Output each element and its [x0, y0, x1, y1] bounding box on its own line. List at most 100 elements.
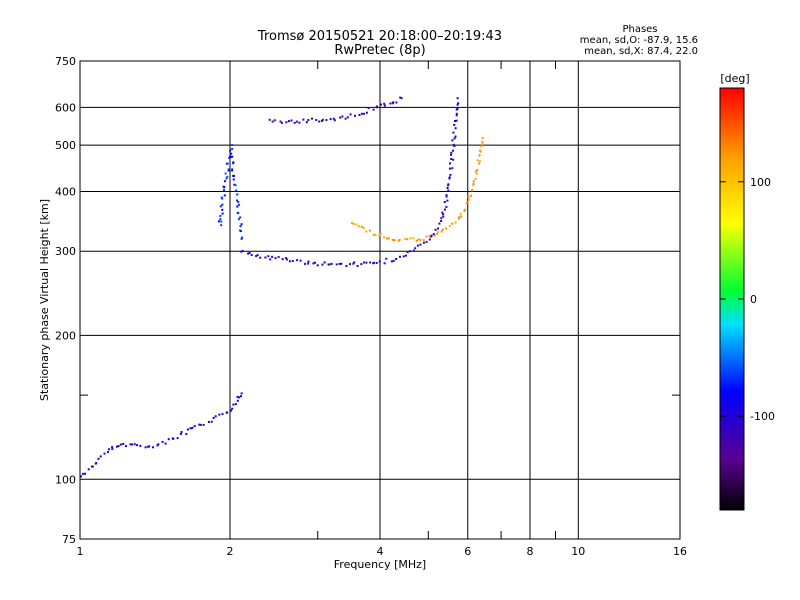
- data-point: [226, 411, 229, 414]
- data-point: [99, 455, 102, 458]
- data-point: [335, 263, 338, 266]
- data-point: [307, 262, 310, 265]
- data-point: [290, 119, 293, 122]
- data-point: [375, 262, 378, 264]
- data-point: [450, 222, 453, 225]
- data-point: [349, 263, 351, 266]
- data-point: [231, 169, 234, 172]
- data-point: [281, 258, 284, 261]
- data-point: [280, 121, 283, 124]
- data-point: [220, 220, 223, 223]
- data-point: [345, 265, 348, 267]
- chart-subtitle: RwPretec (8p): [334, 43, 425, 58]
- data-point: [230, 152, 233, 155]
- data-point: [400, 97, 403, 100]
- data-point: [147, 445, 150, 448]
- data-point: [432, 233, 435, 236]
- data-point: [459, 212, 462, 215]
- data-point: [240, 237, 243, 240]
- data-point: [451, 139, 454, 142]
- data-point: [333, 119, 336, 122]
- data-point: [372, 108, 375, 111]
- data-point: [87, 468, 90, 471]
- data-point: [452, 149, 454, 152]
- data-point: [447, 183, 450, 186]
- chart-title: Tromsø 20150521 20:18:00–20:19:43: [257, 29, 502, 44]
- data-point: [452, 158, 455, 161]
- data-point: [452, 131, 455, 134]
- data-point: [372, 234, 375, 237]
- stats-line-x: mean, sd,X: 87.4, 22.0: [584, 46, 698, 57]
- data-point: [392, 101, 395, 104]
- data-point: [360, 225, 363, 228]
- data-point: [224, 172, 227, 175]
- data-point: [229, 156, 232, 159]
- data-point: [440, 220, 443, 222]
- data-point: [374, 233, 377, 236]
- data-point: [232, 174, 235, 177]
- data-point: [479, 149, 481, 152]
- data-point: [299, 259, 302, 262]
- data-point: [144, 446, 147, 449]
- data-point: [481, 140, 484, 143]
- data-point: [231, 407, 234, 410]
- data-point: [220, 224, 223, 227]
- data-point: [416, 244, 419, 247]
- data-point: [91, 465, 94, 468]
- data-point: [316, 264, 319, 267]
- data-point: [172, 437, 175, 440]
- data-point: [295, 120, 298, 123]
- data-point: [234, 403, 237, 406]
- data-point: [362, 227, 365, 230]
- data-point: [285, 258, 288, 261]
- data-point: [271, 255, 274, 258]
- data-point: [227, 168, 230, 171]
- data-point: [460, 215, 463, 218]
- data-point: [259, 256, 262, 259]
- data-point: [445, 194, 448, 197]
- data-point: [434, 228, 437, 231]
- data-point: [354, 114, 356, 117]
- data-point: [378, 260, 381, 263]
- data-point: [237, 201, 240, 204]
- data-point: [392, 259, 395, 262]
- data-point: [103, 452, 106, 455]
- data-point: [80, 475, 82, 478]
- data-point: [231, 147, 234, 150]
- data-point: [419, 239, 422, 241]
- data-point: [344, 117, 347, 120]
- data-point: [415, 239, 418, 242]
- data-point: [219, 218, 222, 221]
- data-point: [470, 194, 473, 197]
- data-point: [307, 119, 310, 121]
- data-point: [414, 247, 417, 250]
- data-point: [339, 116, 342, 119]
- data-point: [221, 212, 224, 215]
- data-point: [351, 222, 353, 224]
- data-point: [180, 431, 183, 433]
- data-point: [236, 199, 239, 202]
- data-point: [241, 250, 244, 252]
- data-point: [387, 237, 390, 240]
- data-point: [238, 396, 241, 399]
- data-point: [369, 261, 372, 264]
- data-point: [442, 215, 445, 218]
- stats-header: Phases: [622, 24, 657, 35]
- y-tick-label: 100: [55, 473, 76, 486]
- data-point: [472, 183, 475, 185]
- data-point: [241, 236, 244, 239]
- data-point: [476, 159, 479, 162]
- data-point: [288, 260, 291, 263]
- data-point: [445, 195, 448, 198]
- data-point: [223, 186, 226, 189]
- data-point: [218, 413, 221, 416]
- data-point: [408, 250, 411, 253]
- data-point: [232, 178, 235, 181]
- data-point: [390, 260, 393, 263]
- data-point: [84, 472, 86, 475]
- data-point: [167, 438, 170, 441]
- data-point: [465, 202, 468, 205]
- data-point: [117, 445, 120, 447]
- data-point: [240, 223, 243, 226]
- data-point: [277, 256, 280, 258]
